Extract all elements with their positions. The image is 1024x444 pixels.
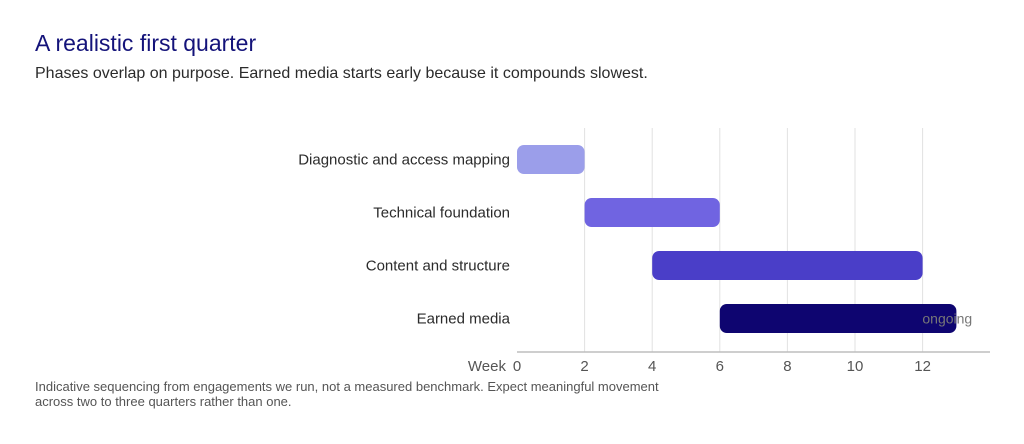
bar-label: ongoing (922, 311, 972, 327)
x-tick-label: 4 (648, 358, 656, 375)
chart-subtitle: Phases overlap on purpose. Earned media … (35, 65, 648, 82)
x-tick-labels: 0 2 4 6 8 10 12 Week (468, 358, 931, 375)
chart-title: A realistic first quarter (35, 30, 257, 56)
gantt-bar (652, 251, 923, 280)
x-tick-label: 6 (716, 358, 724, 375)
gantt-bar (719, 304, 957, 333)
bars: ongoing (517, 145, 972, 333)
x-tick-label: 10 (847, 358, 864, 375)
x-tick-label: 0 (513, 358, 521, 375)
x-tick-label: 2 (580, 358, 588, 375)
x-axis-label: Week (468, 358, 507, 375)
chart-footnote: Indicative sequencing from engagements w… (35, 379, 659, 409)
category-label: Diagnostic and access mapping (298, 152, 510, 169)
gantt-bar (584, 198, 720, 227)
x-tick-label: 12 (914, 358, 931, 375)
category-label: Technical foundation (373, 205, 510, 222)
category-label: Earned media (417, 311, 511, 328)
category-label: Content and structure (366, 258, 510, 275)
gantt-bar (517, 145, 585, 174)
x-tick-label: 8 (783, 358, 791, 375)
category-labels: Diagnostic and access mapping Technical f… (298, 152, 510, 328)
